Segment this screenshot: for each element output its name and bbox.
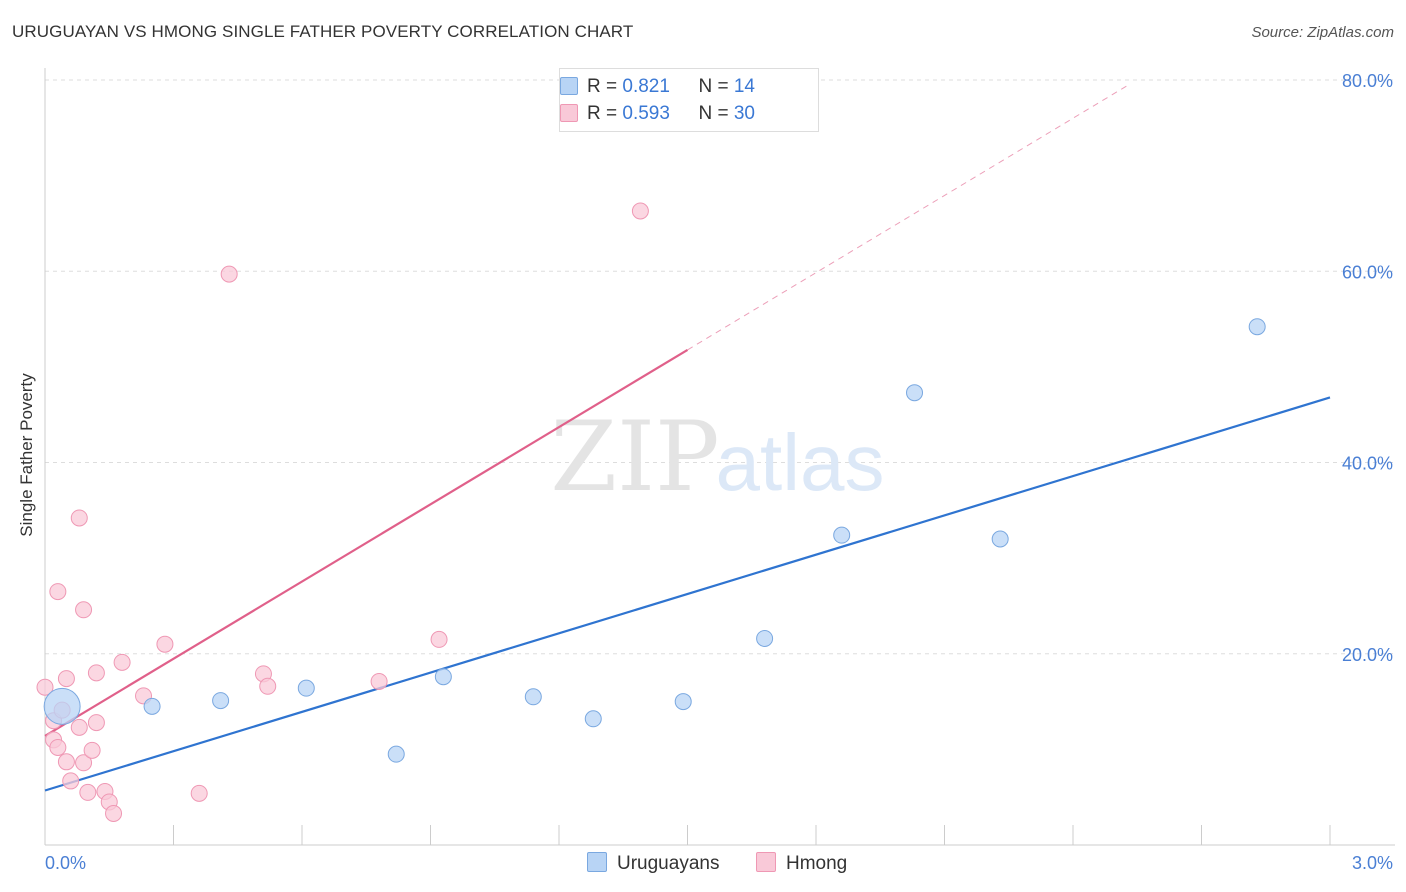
- legend-n-value: 14: [733, 76, 755, 97]
- bottom-legend-swatch-uruguayans: [587, 852, 607, 872]
- data-point-hmong: [631, 202, 649, 220]
- y-tick-label: 60.0%: [1342, 262, 1393, 282]
- legend-n-value: 30: [733, 103, 755, 124]
- gridlines: [45, 79, 1395, 655]
- data-point-hmong: [79, 783, 97, 801]
- data-point-uruguayans: [584, 710, 602, 728]
- data-point-hmong: [430, 630, 448, 648]
- legend-r-label: R =: [587, 76, 623, 97]
- tick-labels: 20.0% 40.0% 60.0% 80.0% 0.0% 3.0%: [45, 71, 1393, 873]
- data-point-hmong: [75, 754, 93, 772]
- watermark-atlas: atlas: [716, 418, 885, 507]
- data-point-hmong: [113, 653, 131, 671]
- bottom-legend-hmong: Hmong: [756, 852, 847, 875]
- legend-n-label: N =: [698, 76, 734, 97]
- bottom-legend-label-uruguayans: Uruguayans: [617, 853, 720, 874]
- data-point-uruguayans: [833, 526, 851, 544]
- x-tick-label: 0.0%: [45, 853, 86, 873]
- data-point-uruguayans: [297, 679, 315, 697]
- legend-row-uruguayans: R = 0.821 N = 14: [560, 75, 755, 99]
- data-point-hmong: [57, 670, 75, 688]
- legend-r-value: 0.821: [622, 76, 670, 97]
- trend-lines: [44, 84, 1331, 792]
- watermark-zip: ZIP: [550, 401, 719, 513]
- data-point-hmong: [220, 265, 238, 283]
- y-tick-label: 80.0%: [1342, 71, 1393, 91]
- data-point-uruguayans: [212, 692, 230, 710]
- data-point-hmong: [57, 753, 75, 771]
- watermark: ZIP atlas: [550, 401, 884, 513]
- legend-r-value: 0.593: [622, 103, 670, 124]
- x-tick-label: 3.0%: [1352, 853, 1393, 873]
- legend-n-label: N =: [698, 103, 734, 124]
- data-point-uruguayans: [143, 697, 161, 715]
- data-point-hmong: [105, 804, 123, 822]
- legend-r-label: R =: [587, 103, 623, 124]
- data-point-hmong: [70, 509, 88, 527]
- data-point-uruguayans: [43, 687, 81, 725]
- source-label: Source: ZipAtlas.com: [1251, 24, 1394, 41]
- trend-line-extension-hmong: [687, 84, 1129, 351]
- data-point-hmong: [49, 738, 67, 756]
- data-point-hmong: [75, 601, 93, 619]
- data-points: [36, 202, 1266, 822]
- data-point-uruguayans: [991, 530, 1009, 548]
- chart-title: URUGUAYAN VS HMONG SINGLE FATHER POVERTY…: [12, 22, 634, 41]
- data-point-hmong: [36, 678, 54, 696]
- data-point-uruguayans: [674, 693, 692, 711]
- bottom-legend-label-hmong: Hmong: [786, 853, 848, 874]
- trend-line-uruguayans: [44, 396, 1331, 792]
- data-point-uruguayans: [1248, 318, 1266, 336]
- data-point-hmong: [62, 772, 80, 790]
- y-tick-label: 20.0%: [1342, 645, 1393, 665]
- data-point-hmong: [70, 718, 88, 736]
- data-point-hmong: [87, 664, 105, 682]
- legend-swatch-uruguayans: [560, 77, 578, 95]
- data-point-hmong: [190, 784, 208, 802]
- legend-row-hmong: R = 0.593 N = 30: [560, 102, 755, 126]
- data-point-hmong: [83, 741, 101, 759]
- y-tick-label: 40.0%: [1342, 454, 1393, 474]
- legend-swatch-hmong: [560, 104, 578, 122]
- data-point-hmong: [49, 583, 67, 601]
- data-point-uruguayans: [906, 384, 924, 402]
- correlation-legend: R = 0.821 N = 14 R = 0.593 N = 30: [559, 68, 819, 132]
- data-point-hmong: [259, 677, 277, 695]
- data-point-hmong: [87, 714, 105, 732]
- trend-line-hmong: [44, 348, 689, 737]
- data-point-uruguayans: [524, 688, 542, 706]
- data-point-uruguayans: [756, 629, 774, 647]
- data-point-hmong: [370, 672, 388, 690]
- bottom-legend-uruguayans: Uruguayans: [587, 852, 719, 875]
- data-point-hmong: [156, 635, 174, 653]
- data-point-uruguayans: [434, 668, 452, 686]
- data-point-uruguayans: [387, 745, 405, 763]
- axes: [44, 68, 1395, 846]
- bottom-legend-swatch-hmong: [756, 852, 776, 872]
